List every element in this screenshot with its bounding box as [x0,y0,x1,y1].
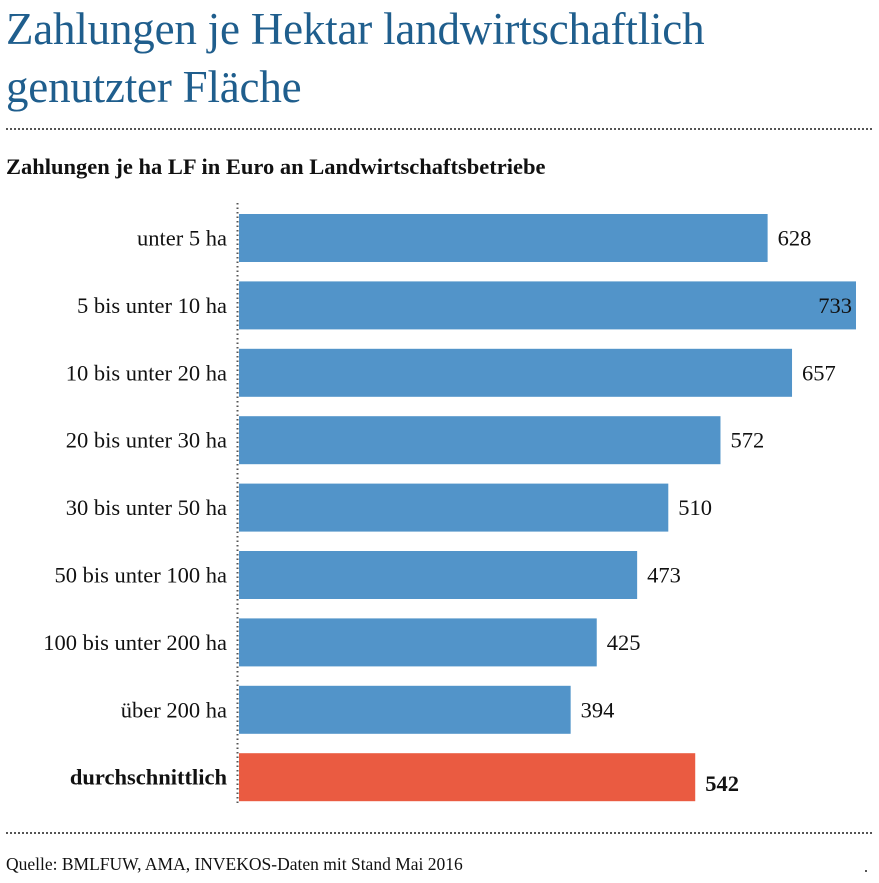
chart-title: Zahlungen je Hektar landwirtschaftlich g… [6,4,705,112]
category-label: 30 bis unter 50 ha [66,495,227,520]
bar [239,483,669,532]
bar [239,281,856,330]
top-divider [6,128,872,130]
value-label: 473 [647,563,681,588]
bar [239,685,571,734]
category-label: 5 bis unter 10 ha [77,293,227,318]
category-label: 20 bis unter 30 ha [66,428,227,453]
bottom-divider [6,832,872,834]
category-label: 10 bis unter 20 ha [66,360,227,385]
value-label: 394 [581,697,615,722]
category-label: 50 bis unter 100 ha [55,563,227,588]
bar [239,551,638,599]
bar [239,214,768,262]
category-label: über 200 ha [121,697,227,722]
category-label-average: durchschnittlich [70,765,228,790]
value-label: 733 [818,293,852,318]
value-label: 425 [607,630,641,655]
corner-dot [865,870,867,872]
value-label: 572 [730,428,764,453]
bar-average [239,753,696,802]
bar [239,618,597,667]
bar [239,416,721,465]
value-label: 657 [802,360,836,385]
value-label: 510 [678,495,712,520]
category-label: 100 bis unter 200 ha [43,630,227,655]
category-label: unter 5 ha [137,226,227,251]
value-label-average: 542 [705,771,739,796]
chart-subtitle: Zahlungen je ha LF in Euro an Landwirtsc… [6,154,546,179]
source-note: Quelle: BMLFUW, AMA, INVEKOS-Daten mit S… [6,854,463,874]
value-label: 628 [778,226,812,251]
bar [239,348,793,397]
